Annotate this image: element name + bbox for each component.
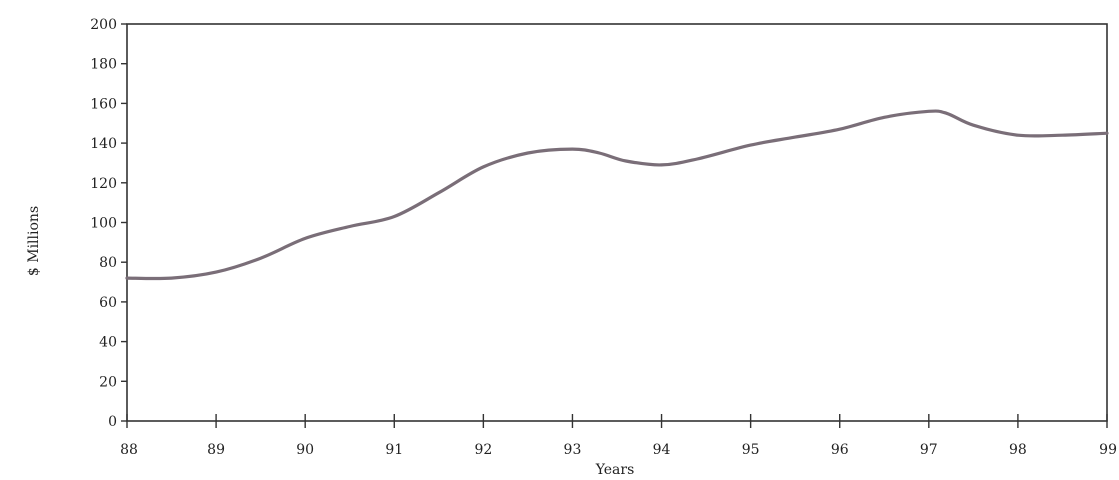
x-tick-label: 93 <box>564 442 582 458</box>
plot-border <box>126 23 1108 422</box>
y-axis-ticks: 0 20 40 60 80 100 120 140 160 180 200 <box>90 17 127 430</box>
x-axis-ticks: 88 89 90 91 92 93 94 95 96 97 98 99 <box>120 414 1117 458</box>
x-tick-label: 98 <box>1009 442 1027 458</box>
x-tick-label: 89 <box>207 442 225 458</box>
y-axis-label: $ Millions <box>26 206 42 276</box>
series-line <box>125 109 1109 281</box>
y-tick-label: 100 <box>90 216 117 232</box>
y-tick-label: 40 <box>99 335 117 351</box>
y-tick-label: 160 <box>90 96 117 112</box>
y-tick-label: 0 <box>108 414 117 430</box>
x-tick-label: 95 <box>742 442 760 458</box>
y-tick-label: 80 <box>99 255 117 271</box>
x-tick-label: 88 <box>120 442 138 458</box>
y-tick-label: 140 <box>90 136 117 152</box>
x-tick-label: 92 <box>474 442 492 458</box>
x-tick-label: 90 <box>296 442 314 458</box>
x-tick-label: 91 <box>385 442 403 458</box>
x-tick-label: 97 <box>920 442 938 458</box>
y-tick-label: 60 <box>99 295 117 311</box>
x-axis-label: Years <box>595 462 635 478</box>
y-tick-label: 180 <box>90 57 117 73</box>
y-tick-label: 20 <box>99 374 117 390</box>
y-tick-label: 200 <box>90 17 117 33</box>
y-tick-label: 120 <box>90 176 117 192</box>
x-tick-label: 99 <box>1099 442 1117 458</box>
series-layer <box>125 109 1109 281</box>
x-tick-label: 94 <box>653 442 671 458</box>
plot-frame <box>126 23 1108 422</box>
x-tick-label: 96 <box>831 442 849 458</box>
